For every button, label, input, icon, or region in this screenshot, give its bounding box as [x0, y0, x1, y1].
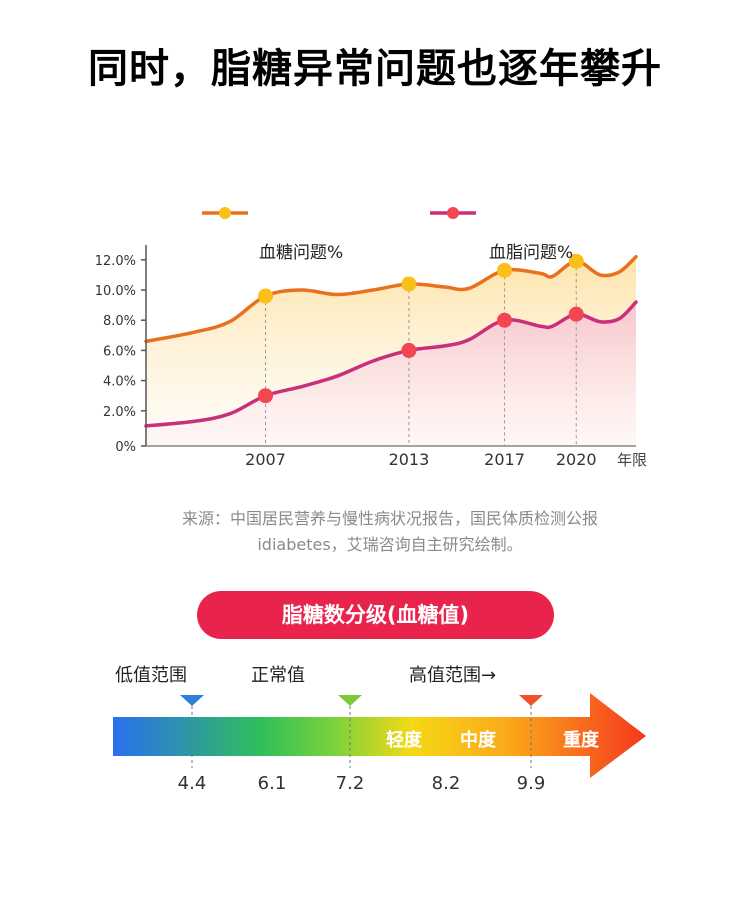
point-blood-sugar-2007 — [258, 288, 274, 304]
point-blood-sugar-2020 — [568, 253, 584, 269]
y-tick-label: 6.0% — [103, 344, 136, 359]
chart-legend — [202, 207, 476, 219]
point-blood-sugar-2017 — [497, 262, 513, 278]
y-tick-label: 8.0% — [103, 314, 136, 329]
y-tick-label: 4.0% — [103, 375, 136, 390]
band-moderate: 中度 — [460, 730, 496, 751]
point-blood-lipid-2013 — [401, 342, 417, 358]
source-note: 来源：中国居民营养与慢性病状况报告，国民体质检测公报 idiabetes，艾瑞咨… — [0, 506, 750, 558]
page-title: 同时，脂糖异常问题也逐年攀升 — [88, 46, 662, 92]
range-label-normal: 正常值 — [251, 665, 305, 686]
glucose-scale-arrow — [113, 693, 646, 778]
range-label-low: 低值范围 — [115, 665, 187, 686]
x-axis-label: 年限 — [617, 451, 647, 469]
x-tick-label: 2013 — [389, 450, 430, 469]
line-area-chart: 0% 2.0% 4.0% 6.0% 8.0% 10.0% 12.0% 2007 2013 201… — [95, 207, 647, 469]
point-blood-sugar-2013 — [401, 276, 417, 292]
band-severe: 重度 — [563, 730, 599, 751]
y-tick-label: 10.0% — [95, 284, 136, 299]
series-label-blood-sugar: 血糖问题% — [259, 243, 343, 263]
point-blood-lipid-2017 — [497, 312, 513, 328]
point-blood-lipid-2007 — [258, 388, 274, 404]
source-line-1: 来源：中国居民营养与慢性病状况报告，国民体质检测公报 — [181, 509, 598, 528]
scale-arrow-bar — [113, 693, 646, 778]
scale-marker-7.2 — [338, 695, 362, 706]
scale-tick-value: 7.2 — [335, 773, 365, 794]
source-line-2: idiabetes，艾瑞咨询自主研究绘制。 — [257, 535, 523, 554]
line-blood-sugar — [144, 255, 638, 344]
scale-header-badge: 脂糖数分级(血糖值) — [197, 591, 554, 639]
area-blood-lipid — [146, 302, 636, 446]
scale-tick-value: 6.1 — [257, 773, 287, 794]
legend-marker-blood-lipid — [447, 207, 459, 219]
scale-marker-4.4 — [180, 695, 204, 706]
y-tick-label: 12.0% — [95, 254, 136, 269]
scale-tick-value: 8.2 — [431, 773, 461, 794]
legend-marker-blood-sugar — [219, 207, 231, 219]
x-tick-label: 2007 — [245, 450, 286, 469]
scale-tick-value: 9.9 — [516, 773, 546, 794]
scale-marker-9.9 — [519, 695, 543, 706]
scale-tick-value: 4.4 — [177, 773, 207, 794]
x-tick-label: 2017 — [484, 450, 525, 469]
series-label-blood-lipid: 血脂问题% — [489, 243, 573, 263]
x-tick-label: 2020 — [556, 450, 597, 469]
band-mild: 轻度 — [386, 730, 422, 751]
range-label-high: 高值范围→ — [409, 665, 497, 686]
point-blood-lipid-2020 — [568, 306, 584, 322]
y-tick-label: 2.0% — [103, 405, 136, 420]
y-tick-label: 0% — [115, 440, 136, 455]
